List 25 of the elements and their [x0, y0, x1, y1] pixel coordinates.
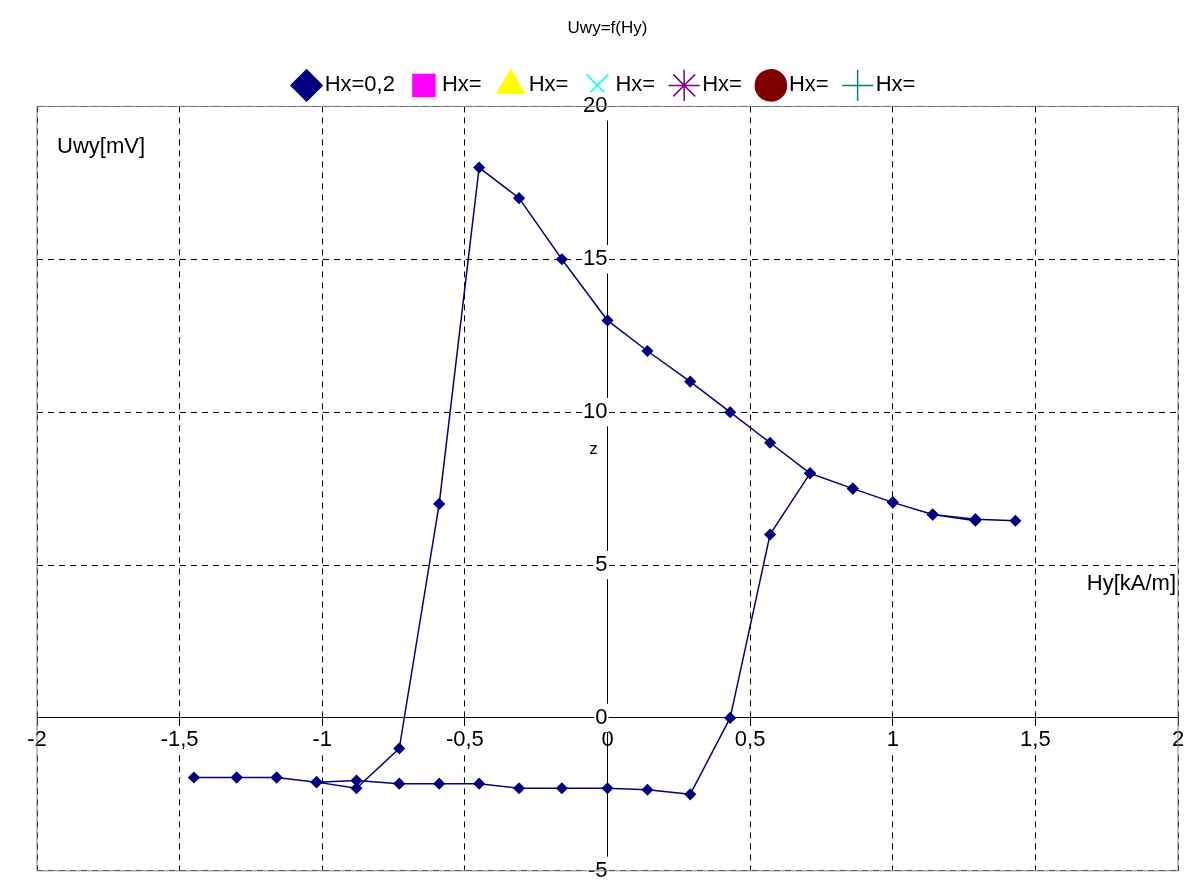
x-tick-label: -1,5	[160, 726, 199, 752]
x-tick-label: 1,5	[1020, 726, 1051, 752]
x-tick-label: 1	[886, 726, 899, 752]
x-tick-label: 0,5	[734, 726, 766, 752]
x-tick-label: -1	[312, 726, 333, 752]
legend-label: Hx=	[615, 71, 656, 97]
legend-label: Hx=	[441, 71, 482, 97]
legend-label: Hx=	[528, 71, 569, 97]
y-tick-label: 0	[595, 703, 608, 729]
y-axis-title: Uwy[mV]	[57, 133, 145, 159]
chart-title: Uwy=f(Hy)	[567, 17, 648, 37]
y-tick-label: 5	[595, 551, 608, 577]
x-tick-label: 2	[1171, 726, 1185, 752]
legend-label: Hx=	[702, 71, 742, 97]
y-tick-label: -5	[587, 856, 608, 882]
y-tick-label: 15	[583, 245, 608, 271]
x-axis-title: Hy[kA/m]	[1086, 569, 1176, 595]
y-tick-label: 20	[583, 92, 608, 118]
y-tick-label: 10	[583, 398, 608, 424]
legend-label: Hx=	[875, 71, 916, 97]
x-tick-label: -2	[27, 726, 47, 752]
x-tick-label: -0,5	[445, 726, 484, 752]
legend-label: Hx=	[788, 71, 829, 97]
legend-label: Hx=0,2	[324, 71, 395, 97]
annotation: z	[589, 439, 598, 459]
